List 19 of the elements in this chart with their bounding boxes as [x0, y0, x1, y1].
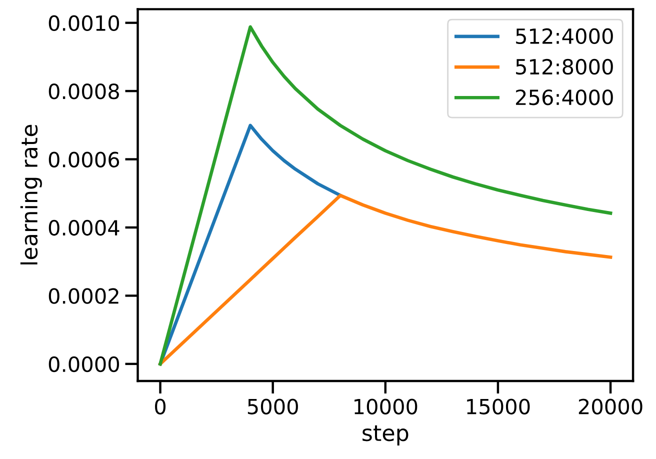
y-tick-label: 0.0002	[48, 288, 118, 304]
x-tick-label: 5000	[248, 398, 298, 414]
y-tick-label: 0.0004	[48, 220, 120, 236]
y-axis-title: learning rate	[20, 124, 42, 264]
y-tick-label: 0.0000	[48, 356, 120, 372]
x-axis-title: step	[362, 425, 408, 446]
y-tick-label: 0.0006	[48, 152, 120, 168]
x-tick-label: 0	[155, 398, 166, 414]
x-tick-label: 10000	[354, 398, 418, 414]
line-series	[158, 194, 612, 366]
x-tick-label: 20000	[578, 398, 642, 414]
legend-label: 512:8000	[516, 58, 613, 75]
line-series	[158, 124, 342, 366]
y-tick-label: 0.0010	[48, 15, 120, 32]
y-tick-label: 0.0008	[48, 83, 119, 100]
line-series	[158, 25, 612, 366]
legend-label: 256:4000	[516, 89, 613, 106]
x-tick-label: 15000	[467, 398, 530, 414]
legend-label: 512:4000	[516, 28, 613, 44]
